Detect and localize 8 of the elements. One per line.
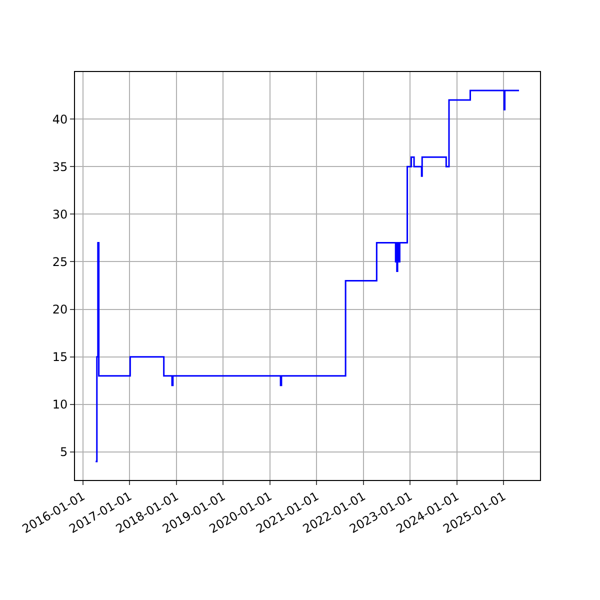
y-tick-label: 5 [60, 445, 68, 460]
y-tick-label: 25 [52, 254, 68, 269]
y-tick-label: 30 [52, 207, 68, 222]
y-tick-label: 40 [52, 112, 68, 126]
y-tick-label: 10 [52, 398, 68, 412]
y-tick-label: 20 [52, 302, 68, 316]
y-tick-label: 35 [52, 160, 68, 174]
y-tick-label: 15 [52, 350, 68, 364]
